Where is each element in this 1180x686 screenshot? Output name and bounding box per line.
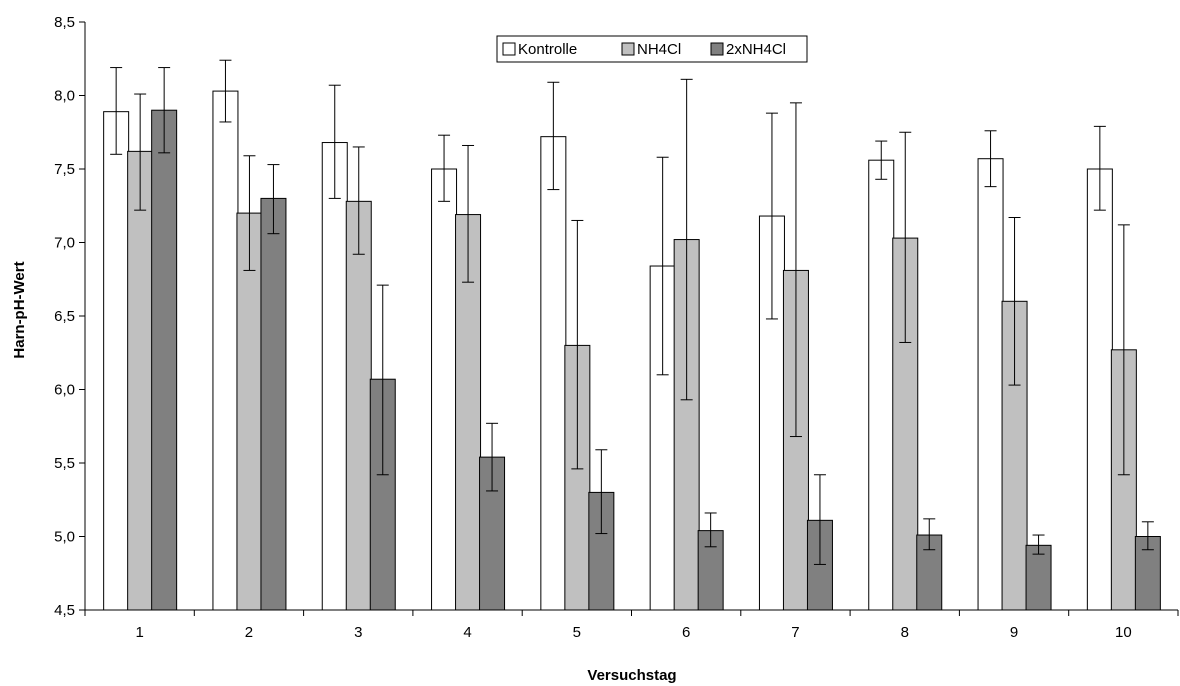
bar-kontrolle-3: [321, 142, 348, 611]
y-tick-label: 8,5: [54, 14, 75, 31]
error-bar-nh4cl-9: [1008, 217, 1021, 386]
error-bar-kontrolle-6: [656, 156, 669, 376]
error-bar-2xnh4cl-9: [1032, 534, 1045, 555]
error-bar-nh4cl-3: [352, 146, 365, 255]
legend-label: 2xNH4Cl: [726, 41, 786, 58]
error-bar-2xnh4cl-8: [923, 518, 936, 551]
bar-kontrolle-1: [103, 111, 130, 611]
y-tick-label: 5,5: [54, 455, 75, 472]
legend-swatch: [710, 42, 724, 56]
error-bar-kontrolle-8: [875, 140, 888, 180]
legend-swatch: [502, 42, 516, 56]
y-tick-label: 6,0: [54, 382, 75, 399]
x-tick-label: 3: [354, 624, 362, 641]
x-axis-title: Versuchstag: [587, 667, 676, 684]
legend-box: [496, 35, 808, 63]
x-tick-label: 8: [901, 624, 909, 641]
error-bar-nh4cl-7: [789, 102, 802, 438]
y-tick-label: 8,0: [54, 88, 75, 105]
x-tick-label: 10: [1115, 624, 1132, 641]
error-bar-nh4cl-6: [680, 78, 693, 401]
error-bar-nh4cl-1: [134, 93, 147, 211]
error-bar-kontrolle-2: [219, 59, 232, 123]
y-tick-label: 4,5: [54, 602, 75, 619]
y-tick-label: 5,0: [54, 529, 75, 546]
error-bar-kontrolle-10: [1093, 125, 1106, 211]
x-axis: 1 2 3 4 5 6 7 8 9 10: [84, 609, 1179, 641]
legend-label: NH4Cl: [637, 41, 681, 58]
x-tick-label: 6: [682, 624, 690, 641]
error-bar-2xnh4cl-3: [376, 284, 389, 476]
error-bar-kontrolle-7: [765, 112, 778, 320]
error-bar-kontrolle-4: [438, 134, 451, 202]
x-tick-label: 5: [573, 624, 581, 641]
bar-kontrolle-9: [977, 158, 1004, 611]
legend-label: Kontrolle: [518, 41, 577, 58]
bar-kontrolle-10: [1086, 168, 1113, 611]
bar-nh4cl-1: [127, 150, 154, 611]
y-axis-title: Harn-pH-Wert: [11, 261, 28, 358]
legend: Kontrolle NH4Cl 2xNH4Cl: [496, 35, 808, 63]
plot-area: [103, 59, 1161, 611]
legend-swatch: [621, 42, 635, 56]
bar-2xnh4cl-2: [260, 197, 287, 611]
error-bar-2xnh4cl-1: [158, 67, 171, 154]
error-bar-nh4cl-4: [462, 144, 475, 283]
y-axis: 4,5 5,0 5,5 6,0 6,5 7,0 7,5 8,0 8,5: [54, 14, 86, 619]
error-bar-kontrolle-9: [984, 130, 997, 188]
error-bar-nh4cl-5: [571, 219, 584, 470]
x-tick-label: 2: [245, 624, 253, 641]
error-bar-2xnh4cl-10: [1141, 521, 1154, 551]
error-bar-2xnh4cl-7: [813, 474, 826, 565]
error-bar-nh4cl-10: [1117, 224, 1130, 476]
error-bar-kontrolle-3: [328, 84, 341, 199]
error-bar-nh4cl-8: [899, 131, 912, 343]
bar-kontrolle-8: [868, 159, 895, 611]
error-bar-nh4cl-2: [243, 155, 256, 271]
error-bar-2xnh4cl-4: [486, 422, 499, 492]
y-tick-label: 7,5: [54, 161, 75, 178]
bar-nh4cl-3: [345, 200, 372, 611]
y-tick-label: 6,5: [54, 308, 75, 325]
bar-2xnh4cl-1: [151, 109, 178, 611]
x-tick-label: 1: [135, 624, 143, 641]
bar-kontrolle-5: [540, 136, 567, 611]
bar-kontrolle-4: [431, 168, 458, 611]
y-tick-label: 7,0: [54, 235, 75, 252]
x-tick-label: 9: [1010, 624, 1018, 641]
bar-2xnh4cl-9: [1025, 544, 1052, 611]
error-bar-2xnh4cl-6: [704, 512, 717, 548]
bar-nh4cl-2: [236, 212, 263, 611]
x-tick-label: 4: [463, 624, 471, 641]
error-bar-kontrolle-5: [547, 81, 560, 191]
error-bar-kontrolle-1: [110, 67, 123, 155]
error-bar-2xnh4cl-2: [267, 164, 280, 235]
bar-kontrolle-2: [212, 90, 239, 611]
x-tick-label: 7: [791, 624, 799, 641]
error-bar-2xnh4cl-5: [595, 449, 608, 535]
bar-nh4cl-5: [564, 344, 591, 611]
